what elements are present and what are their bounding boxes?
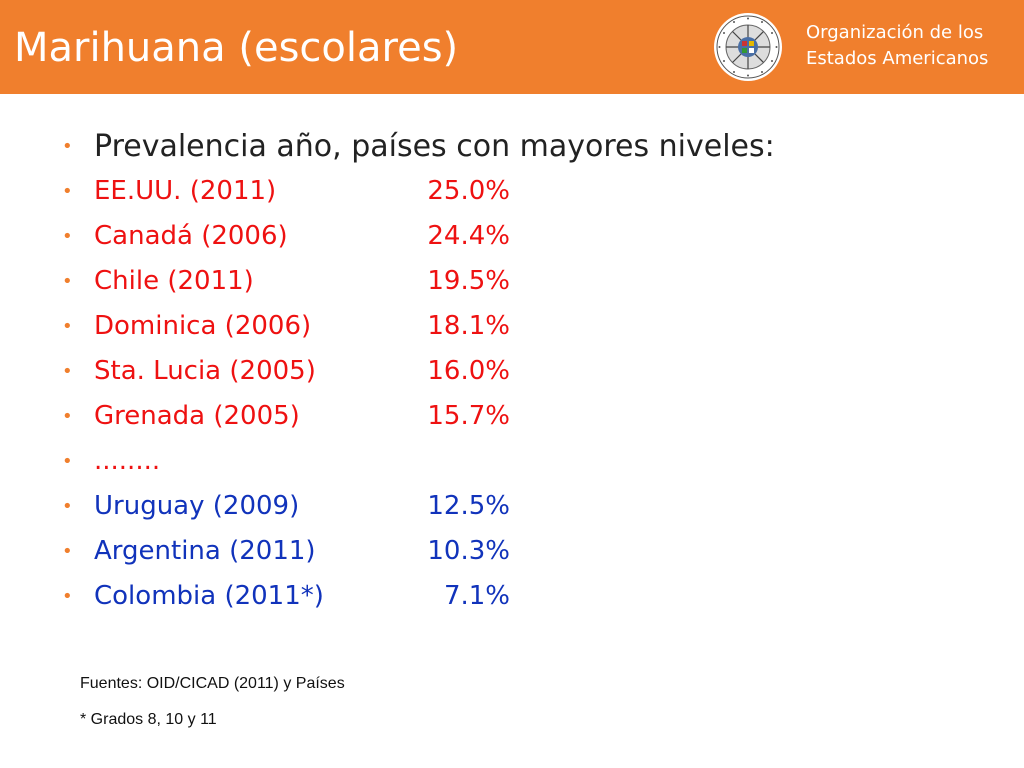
bullet-icon: • xyxy=(62,181,73,202)
list-item: • Argentina (2011) 10.3% xyxy=(0,529,1024,574)
country-value: 16.0% xyxy=(427,356,510,386)
country-value: 15.7% xyxy=(427,401,510,431)
oas-seal-icon xyxy=(714,13,782,81)
list-item: • Chile (2011) 19.5% xyxy=(0,259,1024,304)
bullet-icon: • xyxy=(62,361,73,382)
country-value: 10.3% xyxy=(427,536,510,566)
bullet-icon: • xyxy=(62,136,73,157)
country-label: Colombia (2011*) xyxy=(94,581,324,611)
country-value: 7.1% xyxy=(443,581,510,611)
bullet-icon: • xyxy=(62,271,73,292)
bullet-icon: • xyxy=(62,496,73,517)
list-item: • Grenada (2005) 15.7% xyxy=(0,394,1024,439)
intro-text: Prevalencia año, países con mayores nive… xyxy=(94,129,775,164)
country-label: Dominica (2006) xyxy=(94,311,312,341)
bullet-icon: • xyxy=(62,316,73,337)
country-label: Canadá (2006) xyxy=(94,221,288,251)
country-value: 12.5% xyxy=(427,491,510,521)
list-item-ellipsis: • ........ xyxy=(0,439,1024,484)
country-label: EE.UU. (2011) xyxy=(94,176,277,206)
slide-header: Marihuana (escolares) xyxy=(0,0,1024,94)
country-label: Argentina (2011) xyxy=(94,536,316,566)
country-label: Uruguay (2009) xyxy=(94,491,300,521)
country-label: Grenada (2005) xyxy=(94,401,300,431)
ellipsis-label: ........ xyxy=(94,446,161,476)
country-label: Sta. Lucia (2005) xyxy=(94,356,316,386)
grades-footnote: * Grados 8, 10 y 11 xyxy=(80,711,217,728)
list-item: • Dominica (2006) 18.1% xyxy=(0,304,1024,349)
list-item: • Canadá (2006) 24.4% xyxy=(0,214,1024,259)
country-value: 19.5% xyxy=(427,266,510,296)
bullet-icon: • xyxy=(62,541,73,562)
list-item: • Uruguay (2009) 12.5% xyxy=(0,484,1024,529)
list-item: • Sta. Lucia (2005) 16.0% xyxy=(0,349,1024,394)
organization-name: Organización de los Estados Americanos xyxy=(806,20,988,72)
org-name-line-2: Estados Americanos xyxy=(806,48,989,69)
country-value: 18.1% xyxy=(427,311,510,341)
sources-note: Fuentes: OID/CICAD (2011) y Países xyxy=(80,675,345,692)
slide-title: Marihuana (escolares) xyxy=(14,25,459,71)
list-item: • Colombia (2011*) 7.1% xyxy=(0,574,1024,619)
bullet-icon: • xyxy=(62,586,73,607)
country-value: 24.4% xyxy=(427,221,510,251)
bullet-icon: • xyxy=(62,406,73,427)
list-item: • EE.UU. (2011) 25.0% xyxy=(0,169,1024,214)
country-value: 25.0% xyxy=(427,176,510,206)
org-name-line-1: Organización de los xyxy=(806,22,984,43)
prevalence-list: • Prevalencia año, países con mayores ni… xyxy=(0,124,1024,619)
bullet-icon: • xyxy=(62,451,73,472)
bullet-icon: • xyxy=(62,226,73,247)
list-intro: • Prevalencia año, países con mayores ni… xyxy=(0,124,1024,169)
country-label: Chile (2011) xyxy=(94,266,254,296)
